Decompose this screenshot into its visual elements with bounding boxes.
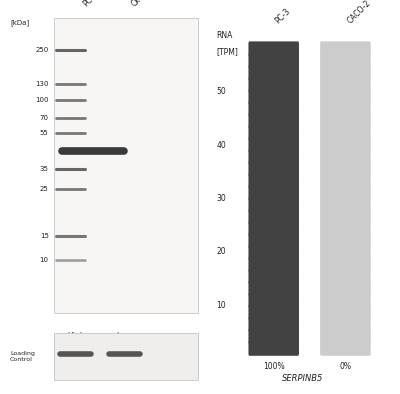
FancyBboxPatch shape (320, 65, 371, 80)
FancyBboxPatch shape (248, 161, 299, 176)
Text: 130: 130 (35, 81, 49, 87)
FancyBboxPatch shape (320, 41, 371, 56)
FancyBboxPatch shape (248, 209, 299, 224)
Text: 250: 250 (36, 47, 49, 53)
FancyBboxPatch shape (248, 53, 299, 68)
FancyBboxPatch shape (320, 209, 371, 224)
FancyBboxPatch shape (320, 125, 371, 140)
FancyBboxPatch shape (320, 137, 371, 152)
FancyBboxPatch shape (248, 41, 299, 56)
Text: CACO-2: CACO-2 (345, 0, 372, 25)
FancyBboxPatch shape (248, 149, 299, 164)
Text: 15: 15 (40, 234, 49, 240)
FancyBboxPatch shape (320, 149, 371, 164)
FancyBboxPatch shape (320, 161, 371, 176)
Text: High: High (67, 332, 85, 341)
Text: PC-3: PC-3 (274, 6, 292, 25)
FancyBboxPatch shape (248, 257, 299, 272)
FancyBboxPatch shape (320, 257, 371, 272)
FancyBboxPatch shape (248, 269, 299, 284)
Text: 35: 35 (40, 166, 49, 172)
Text: 100%: 100% (263, 362, 284, 371)
FancyBboxPatch shape (54, 18, 198, 314)
FancyBboxPatch shape (320, 293, 371, 308)
Text: SERPINB5: SERPINB5 (282, 374, 323, 383)
Text: CkCO-2: CkCO-2 (130, 0, 156, 9)
FancyBboxPatch shape (320, 341, 371, 356)
FancyBboxPatch shape (320, 305, 371, 320)
Text: [kDa]: [kDa] (10, 20, 29, 26)
FancyBboxPatch shape (320, 329, 371, 344)
FancyBboxPatch shape (320, 197, 371, 212)
FancyBboxPatch shape (248, 329, 299, 344)
Text: RNA: RNA (216, 31, 233, 40)
Text: 40: 40 (216, 141, 226, 150)
FancyBboxPatch shape (320, 221, 371, 236)
FancyBboxPatch shape (248, 245, 299, 260)
FancyBboxPatch shape (248, 101, 299, 116)
FancyBboxPatch shape (320, 173, 371, 188)
FancyBboxPatch shape (248, 89, 299, 104)
FancyBboxPatch shape (248, 185, 299, 200)
Text: Loading
Control: Loading Control (10, 351, 35, 362)
Text: 25: 25 (40, 186, 49, 192)
Text: 30: 30 (216, 194, 226, 203)
Text: 0%: 0% (339, 362, 351, 371)
FancyBboxPatch shape (248, 173, 299, 188)
FancyBboxPatch shape (320, 281, 371, 296)
Text: Low: Low (117, 332, 132, 341)
Text: 55: 55 (40, 130, 49, 136)
FancyBboxPatch shape (320, 113, 371, 128)
FancyBboxPatch shape (248, 137, 299, 152)
FancyBboxPatch shape (248, 317, 299, 332)
Text: PC-3: PC-3 (82, 0, 100, 9)
FancyBboxPatch shape (248, 197, 299, 212)
FancyBboxPatch shape (320, 233, 371, 248)
Text: 50: 50 (216, 87, 226, 96)
Text: [TPM]: [TPM] (216, 46, 238, 56)
FancyBboxPatch shape (320, 77, 371, 92)
Text: 20: 20 (216, 247, 226, 256)
Text: 10: 10 (40, 256, 49, 262)
FancyBboxPatch shape (320, 185, 371, 200)
FancyBboxPatch shape (320, 269, 371, 284)
FancyBboxPatch shape (248, 305, 299, 320)
FancyBboxPatch shape (248, 65, 299, 80)
FancyBboxPatch shape (248, 221, 299, 236)
FancyBboxPatch shape (248, 77, 299, 92)
FancyBboxPatch shape (248, 293, 299, 308)
FancyBboxPatch shape (54, 333, 198, 380)
FancyBboxPatch shape (320, 89, 371, 104)
FancyBboxPatch shape (320, 101, 371, 116)
FancyBboxPatch shape (248, 233, 299, 248)
FancyBboxPatch shape (248, 113, 299, 128)
Text: 70: 70 (40, 115, 49, 121)
Text: 100: 100 (35, 97, 49, 102)
Text: 10: 10 (216, 301, 226, 310)
FancyBboxPatch shape (248, 125, 299, 140)
FancyBboxPatch shape (320, 317, 371, 332)
FancyBboxPatch shape (320, 53, 371, 68)
FancyBboxPatch shape (320, 245, 371, 260)
FancyBboxPatch shape (248, 341, 299, 356)
FancyBboxPatch shape (248, 281, 299, 296)
